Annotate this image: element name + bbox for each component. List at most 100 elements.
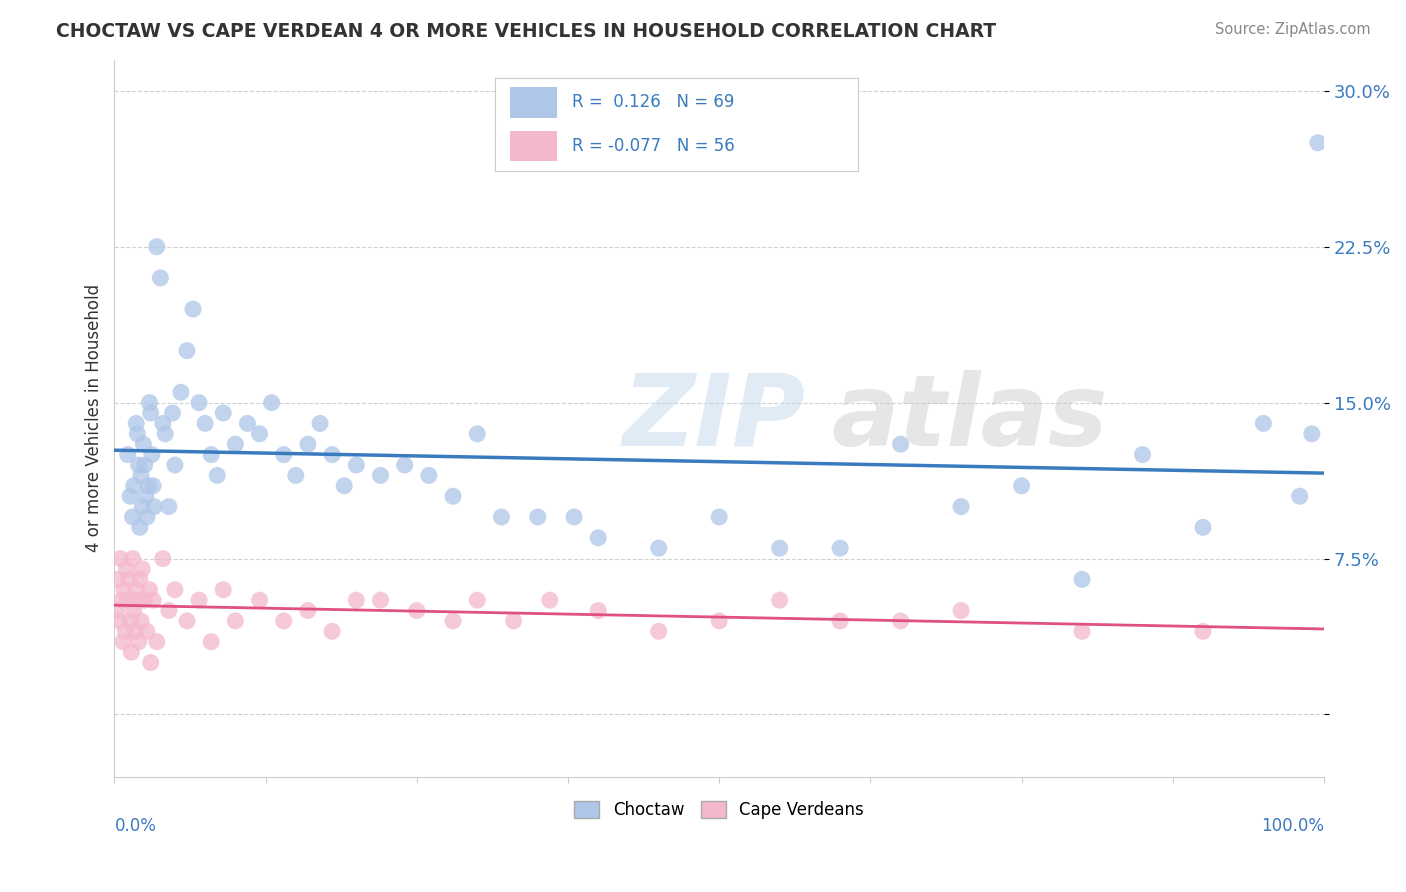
Point	[122, 479, 145, 493]
Point	[297, 437, 319, 451]
Point	[212, 406, 235, 420]
Point	[769, 541, 792, 556]
Point	[127, 593, 149, 607]
Point	[950, 603, 973, 617]
Point	[1288, 489, 1310, 503]
Point	[141, 448, 163, 462]
Point	[118, 573, 141, 587]
Point	[1192, 520, 1215, 534]
Point	[205, 468, 228, 483]
Point	[200, 634, 222, 648]
Point	[273, 448, 295, 462]
Point	[136, 624, 159, 639]
Point	[122, 603, 145, 617]
Point	[707, 614, 730, 628]
Point	[111, 593, 134, 607]
Point	[1071, 624, 1094, 639]
Point	[200, 448, 222, 462]
Point	[145, 240, 167, 254]
Point	[194, 417, 217, 431]
Point	[110, 551, 132, 566]
Point	[152, 551, 174, 566]
Point	[132, 437, 155, 451]
Point	[143, 500, 166, 514]
Point	[562, 510, 585, 524]
Point	[162, 406, 184, 420]
Point	[249, 593, 271, 607]
Point	[127, 426, 149, 441]
Text: atlas: atlas	[831, 369, 1108, 467]
Point	[526, 510, 548, 524]
Point	[114, 624, 136, 639]
Text: 100.0%: 100.0%	[1261, 817, 1324, 835]
Point	[538, 593, 561, 607]
Point	[124, 624, 146, 639]
Point	[157, 603, 180, 617]
Point	[769, 593, 792, 607]
Point	[465, 426, 488, 441]
Point	[1253, 417, 1275, 431]
Point	[129, 468, 152, 483]
Point	[502, 614, 524, 628]
Point	[152, 417, 174, 431]
Point	[139, 656, 162, 670]
Point	[309, 417, 332, 431]
Point	[212, 582, 235, 597]
Point	[128, 634, 150, 648]
Point	[134, 458, 156, 472]
Point	[142, 479, 165, 493]
Point	[176, 343, 198, 358]
Point	[128, 458, 150, 472]
Point	[260, 395, 283, 409]
Point	[249, 426, 271, 441]
Point	[1011, 479, 1033, 493]
Point	[120, 614, 142, 628]
Y-axis label: 4 or more Vehicles in Household: 4 or more Vehicles in Household	[86, 285, 103, 552]
Point	[149, 271, 172, 285]
Legend: Choctaw, Cape Verdeans: Choctaw, Cape Verdeans	[568, 795, 870, 826]
Point	[121, 510, 143, 524]
Point	[321, 624, 343, 639]
Point	[418, 468, 440, 483]
Point	[441, 489, 464, 503]
Point	[441, 614, 464, 628]
Point	[273, 614, 295, 628]
Point	[830, 614, 852, 628]
Point	[890, 614, 912, 628]
Point	[145, 634, 167, 648]
Point	[344, 458, 367, 472]
Point	[830, 541, 852, 556]
Point	[121, 551, 143, 566]
Point	[176, 614, 198, 628]
Point	[163, 458, 186, 472]
Point	[131, 500, 153, 514]
Point	[647, 624, 669, 639]
Point	[139, 406, 162, 420]
Point	[297, 603, 319, 617]
Point	[465, 593, 488, 607]
Point	[1301, 426, 1323, 441]
Point	[135, 489, 157, 503]
Point	[128, 520, 150, 534]
Point	[107, 573, 129, 587]
Point	[1132, 448, 1154, 462]
Point	[170, 385, 193, 400]
Point	[370, 468, 392, 483]
Point	[333, 479, 356, 493]
Point	[117, 448, 139, 462]
Point	[128, 573, 150, 587]
Point	[707, 510, 730, 524]
Point	[105, 603, 128, 617]
Point	[188, 593, 211, 607]
Point	[125, 417, 148, 431]
Text: Source: ZipAtlas.com: Source: ZipAtlas.com	[1215, 22, 1371, 37]
Point	[224, 614, 246, 628]
Point	[1192, 624, 1215, 639]
Point	[1071, 573, 1094, 587]
Point	[647, 541, 669, 556]
Point	[134, 593, 156, 607]
Point	[125, 582, 148, 597]
Point	[157, 500, 180, 514]
Point	[136, 510, 159, 524]
Point	[117, 593, 139, 607]
